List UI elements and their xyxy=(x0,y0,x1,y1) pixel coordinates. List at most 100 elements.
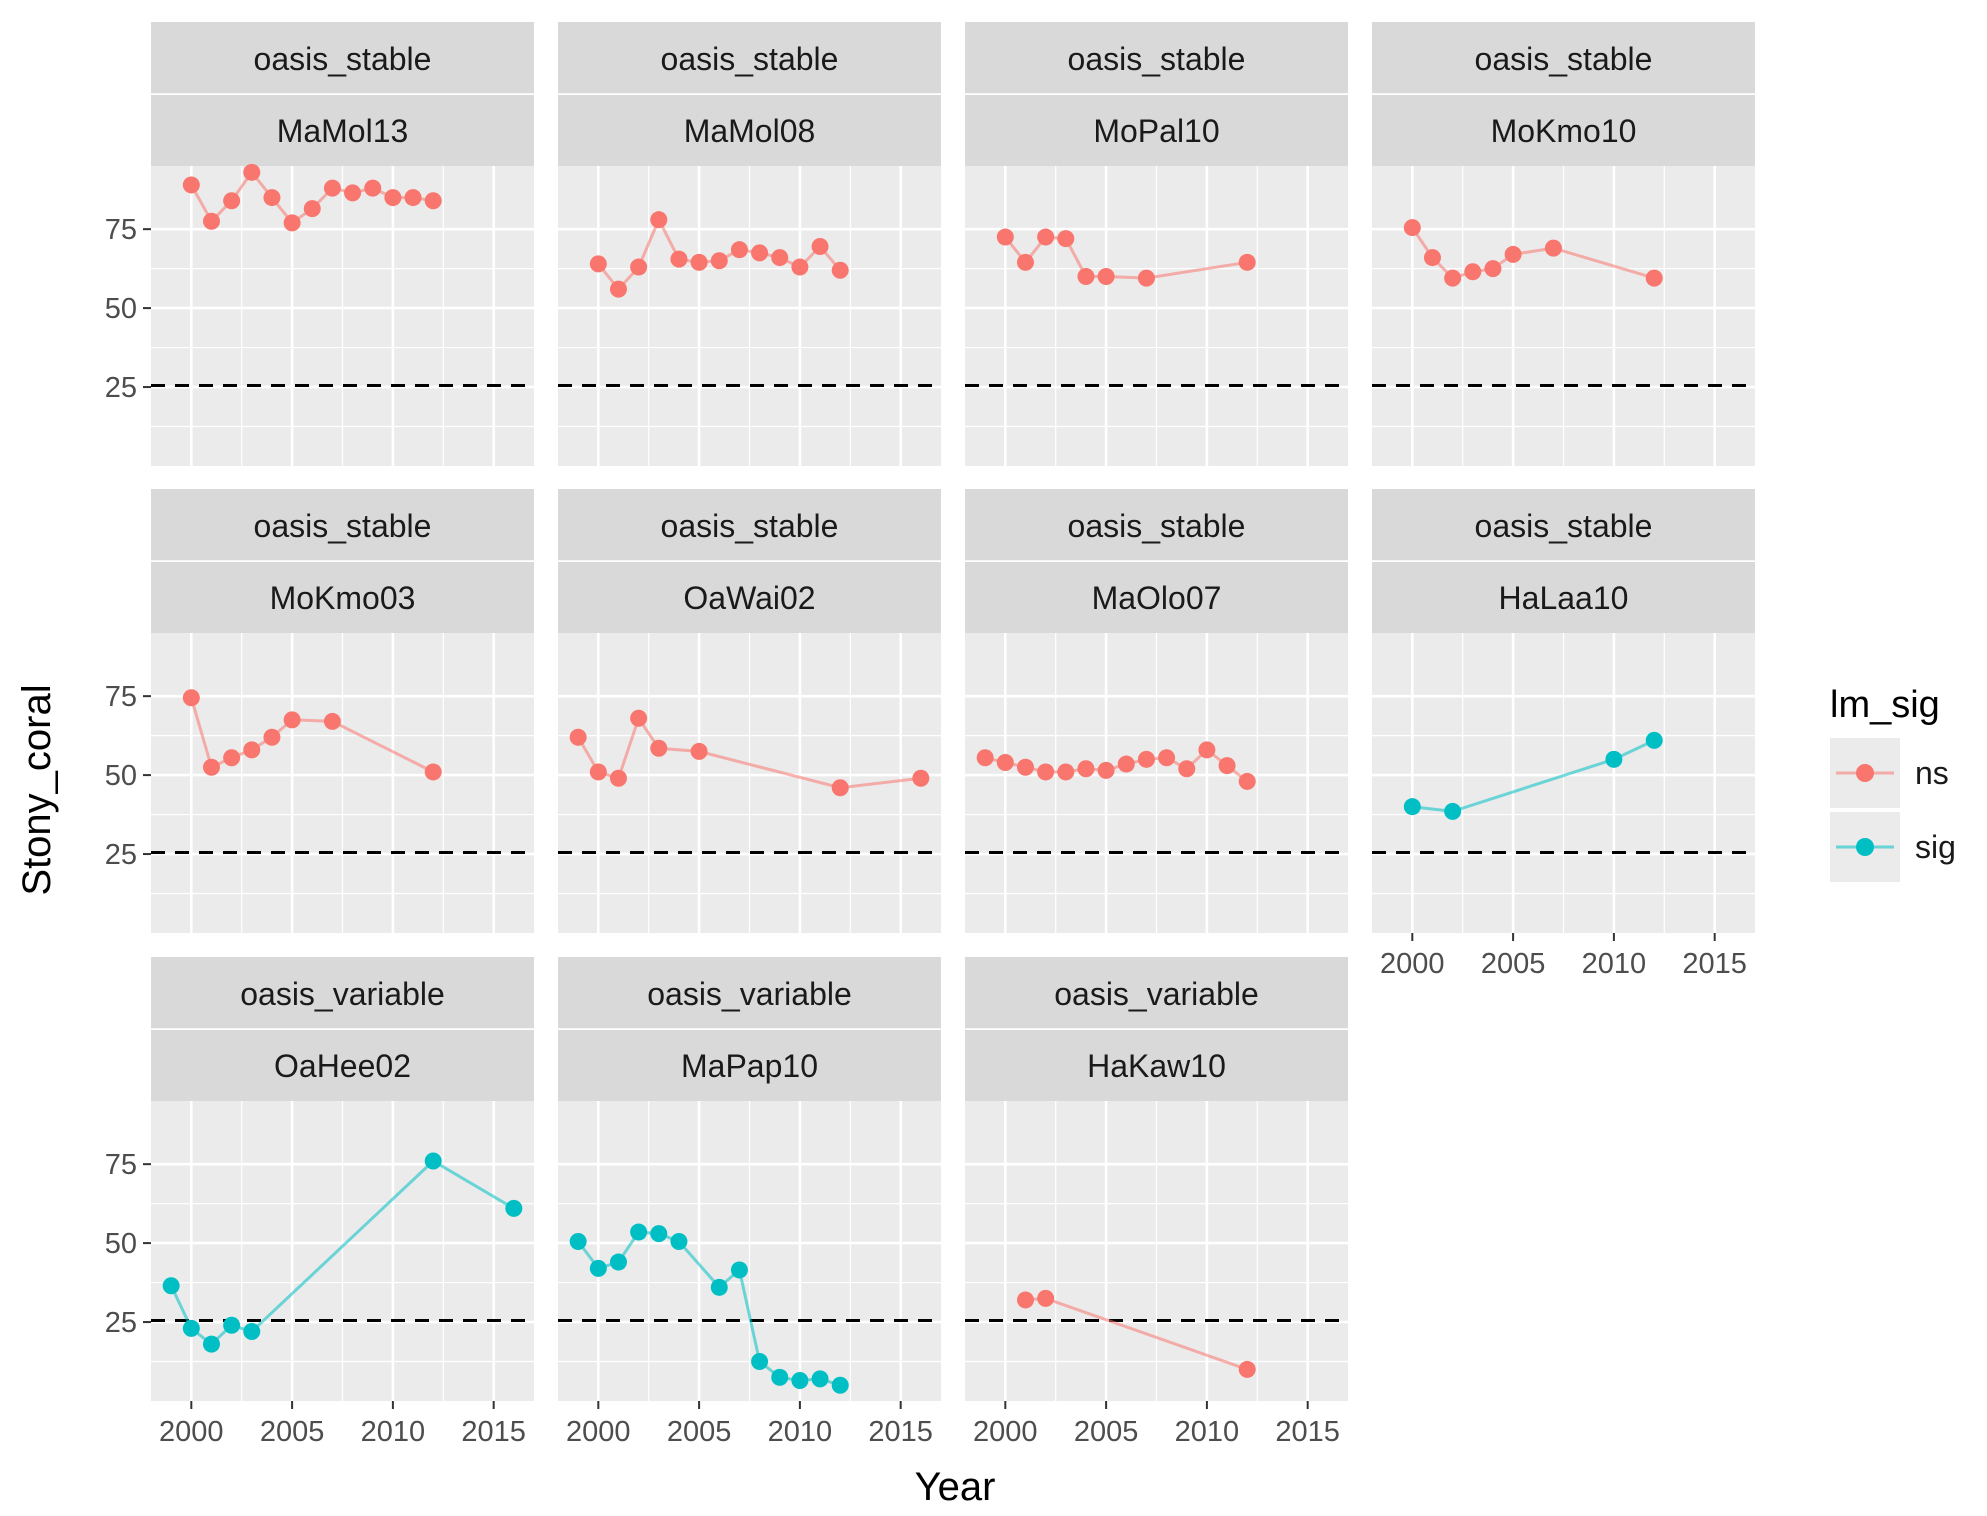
data-point xyxy=(202,758,220,776)
strip-group xyxy=(1372,489,1755,561)
y-tick-label: 50 xyxy=(105,293,137,325)
data-point xyxy=(223,749,241,767)
panels-layer: oasis_stable MaMol13 25 50 75 oasis_stable MaM… xyxy=(105,22,1755,1448)
strip-group xyxy=(965,22,1348,94)
data-point xyxy=(424,763,442,781)
x-tick-label: 2010 xyxy=(361,1416,426,1448)
data-point xyxy=(1077,268,1095,286)
data-point xyxy=(811,1370,829,1388)
data-point xyxy=(771,1368,789,1386)
data-point xyxy=(710,1278,728,1296)
x-tick-label: 2000 xyxy=(159,1416,224,1448)
data-point xyxy=(1016,758,1034,776)
data-point xyxy=(751,1353,769,1371)
data-point xyxy=(1544,239,1562,257)
strip-group xyxy=(558,957,941,1029)
data-point xyxy=(344,184,362,202)
facet-panel-MoPal10: oasis_stable MoPal10 xyxy=(965,22,1348,466)
x-tick-label: 2010 xyxy=(768,1416,833,1448)
facet-panel-MaMol08: oasis_stable MaMol08 xyxy=(558,22,941,466)
strip-site-label: MoKmo03 xyxy=(270,580,416,616)
strip-group-label: oasis_stable xyxy=(1068,41,1246,77)
strip-group-label: oasis_variable xyxy=(1054,976,1259,1012)
data-point xyxy=(1037,228,1055,246)
data-point xyxy=(609,769,627,787)
data-point xyxy=(202,212,220,230)
data-point xyxy=(1198,741,1216,759)
strip-group xyxy=(965,489,1348,561)
x-tick-label: 2015 xyxy=(868,1416,933,1448)
data-point xyxy=(1037,763,1055,781)
data-point xyxy=(730,241,748,259)
data-point xyxy=(811,238,829,256)
data-point xyxy=(650,739,668,757)
data-point xyxy=(670,1233,688,1251)
data-point xyxy=(182,689,200,707)
data-point xyxy=(424,1152,442,1170)
y-tick-label: 75 xyxy=(105,1149,137,1181)
data-point xyxy=(1137,269,1155,287)
facet-panel-MaOlo07: oasis_stable MaOlo07 xyxy=(965,489,1348,933)
strip-site-label: MaOlo07 xyxy=(1092,580,1222,616)
strip-group xyxy=(151,22,534,94)
strip-site xyxy=(151,1030,534,1101)
y-tick-label: 25 xyxy=(105,372,137,404)
facet-panel-HaLaa10: oasis_stable HaLaa10 2000 2005 2010 2015 xyxy=(1372,489,1755,980)
data-point xyxy=(650,211,668,229)
data-point xyxy=(650,1225,668,1243)
x-tick-label: 2000 xyxy=(1380,948,1445,980)
data-point xyxy=(263,189,281,207)
data-point xyxy=(1016,253,1034,271)
y-tick-label: 75 xyxy=(105,681,137,713)
data-point xyxy=(1037,1289,1055,1307)
strip-site xyxy=(1372,562,1755,633)
data-point xyxy=(182,1319,200,1337)
strip-group-label: oasis_variable xyxy=(240,976,445,1012)
data-point xyxy=(609,1253,627,1271)
data-point xyxy=(1117,755,1135,773)
data-point xyxy=(384,189,402,207)
facet-panel-MoKmo03: oasis_stable MoKmo03 25 50 75 xyxy=(105,489,534,933)
data-point xyxy=(162,1277,180,1295)
x-axis-title: Year xyxy=(915,1465,996,1509)
facet-panel-MoKmo10: oasis_stable MoKmo10 xyxy=(1372,22,1755,466)
strip-group xyxy=(1372,22,1755,94)
strip-group-label: oasis_stable xyxy=(254,41,432,77)
strip-site-label: MaPap10 xyxy=(681,1048,818,1084)
facet-panel-OaHee02: oasis_variable OaHee02 25 50 75 2000 2005 2010 2… xyxy=(105,957,534,1448)
y-axis-title: Stony_coral xyxy=(15,684,59,895)
data-point xyxy=(223,1316,241,1334)
data-point xyxy=(1645,731,1663,749)
y-tick-label: 75 xyxy=(105,214,137,246)
data-point xyxy=(1057,763,1075,781)
legend-key-point xyxy=(1856,838,1874,856)
data-point xyxy=(791,258,809,276)
strip-site-label: OaWai02 xyxy=(683,580,815,616)
data-point xyxy=(1238,772,1256,790)
strip-group-label: oasis_stable xyxy=(1068,508,1246,544)
data-point xyxy=(243,163,261,181)
data-point xyxy=(263,728,281,746)
x-tick-label: 2015 xyxy=(1682,948,1747,980)
strip-site xyxy=(151,95,534,166)
data-point xyxy=(1444,802,1462,820)
data-point xyxy=(589,763,607,781)
data-point xyxy=(182,176,200,194)
data-point xyxy=(670,250,688,268)
data-point xyxy=(1057,230,1075,248)
x-tick-label: 2010 xyxy=(1582,948,1647,980)
data-point xyxy=(1444,269,1462,287)
data-point xyxy=(751,244,769,262)
data-point xyxy=(1016,1291,1034,1309)
data-point xyxy=(202,1335,220,1353)
strip-group-label: oasis_stable xyxy=(661,41,839,77)
legend-label: sig xyxy=(1915,829,1956,865)
data-point xyxy=(1504,245,1522,263)
data-point xyxy=(1484,260,1502,278)
strip-site-label: MoKmo10 xyxy=(1491,113,1637,149)
strip-group-label: oasis_stable xyxy=(661,508,839,544)
data-point xyxy=(1605,750,1623,768)
data-point xyxy=(243,1323,261,1341)
x-tick-label: 2005 xyxy=(1481,948,1546,980)
